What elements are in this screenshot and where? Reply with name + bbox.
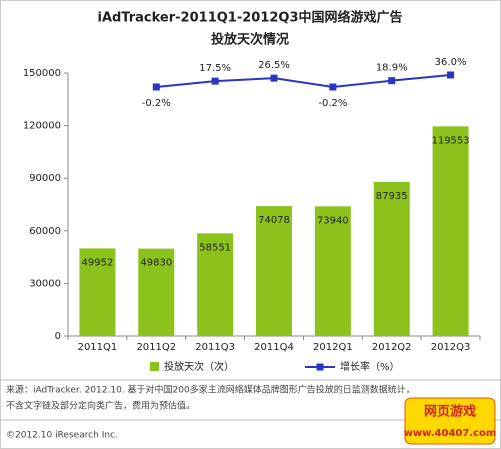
bar <box>256 206 292 336</box>
x-tick-label: 2012Q2 <box>372 342 412 353</box>
watermark-badge <box>404 397 496 445</box>
y-tick-label: 90000 <box>29 173 61 184</box>
x-tick-label: 2011Q2 <box>136 342 176 353</box>
growth-marker <box>329 83 337 91</box>
growth-label: -0.2% <box>142 98 171 109</box>
bar-label: 49830 <box>140 258 172 269</box>
bar-label: 74078 <box>258 215 290 226</box>
bar <box>373 181 410 336</box>
growth-marker <box>152 83 160 91</box>
legend-swatch <box>150 362 159 371</box>
bar-label: 119553 <box>431 135 469 146</box>
legend-label: 投放天次（次） <box>164 360 234 373</box>
watermark: 网页游戏 <box>424 404 476 420</box>
growth-label: 26.5% <box>258 60 290 71</box>
source: 不含文字链及部分定向类广告，费用为预估值。 <box>6 400 195 412</box>
x-tick-label: 2011Q1 <box>78 342 118 353</box>
bar-label: 87935 <box>376 191 408 202</box>
bar-label: 73940 <box>317 215 349 226</box>
y-tick-label: 30000 <box>29 278 61 289</box>
chart-subtitle: 投放天次情况 <box>211 32 289 48</box>
y-tick-label: 120000 <box>23 121 61 132</box>
x-tick-label: 2011Q3 <box>195 342 235 353</box>
growth-marker <box>270 74 278 82</box>
growth-label: -0.2% <box>318 98 347 109</box>
x-tick-label: 2012Q1 <box>313 342 353 353</box>
bar <box>314 206 351 336</box>
watermark: www.40407.com <box>404 428 497 439</box>
chart-title: iAdTracker-2011Q1-2012Q3中国网络游戏广告 <box>97 10 402 26</box>
growth-marker <box>388 77 396 85</box>
x-tick-label: 2012Q3 <box>431 342 471 353</box>
growth-label: 18.9% <box>376 63 408 74</box>
growth-marker <box>211 77 219 85</box>
y-tick-label: 60000 <box>29 226 61 237</box>
growth-label: 17.5% <box>199 63 231 74</box>
growth-line <box>156 73 451 89</box>
x-tick-label: 2011Q4 <box>254 342 294 353</box>
bar <box>79 248 116 336</box>
bar <box>138 248 175 336</box>
legend-marker <box>316 363 324 371</box>
y-tick-label: 0 <box>55 331 61 342</box>
bar <box>432 126 469 336</box>
bar-label: 58551 <box>199 242 231 253</box>
growth-marker <box>447 71 455 79</box>
bar-label: 49952 <box>82 257 114 268</box>
copyright: ©2012.10 iResearch Inc. <box>6 431 118 441</box>
bar <box>197 233 234 336</box>
legend-label: 增长率（%） <box>340 360 400 373</box>
growth-label: 36.0% <box>435 57 467 68</box>
y-tick-label: 150000 <box>23 68 61 79</box>
source: 来源：iAdTracker. 2012.10. 基于对中国200多家主流网络媒体… <box>6 384 415 396</box>
